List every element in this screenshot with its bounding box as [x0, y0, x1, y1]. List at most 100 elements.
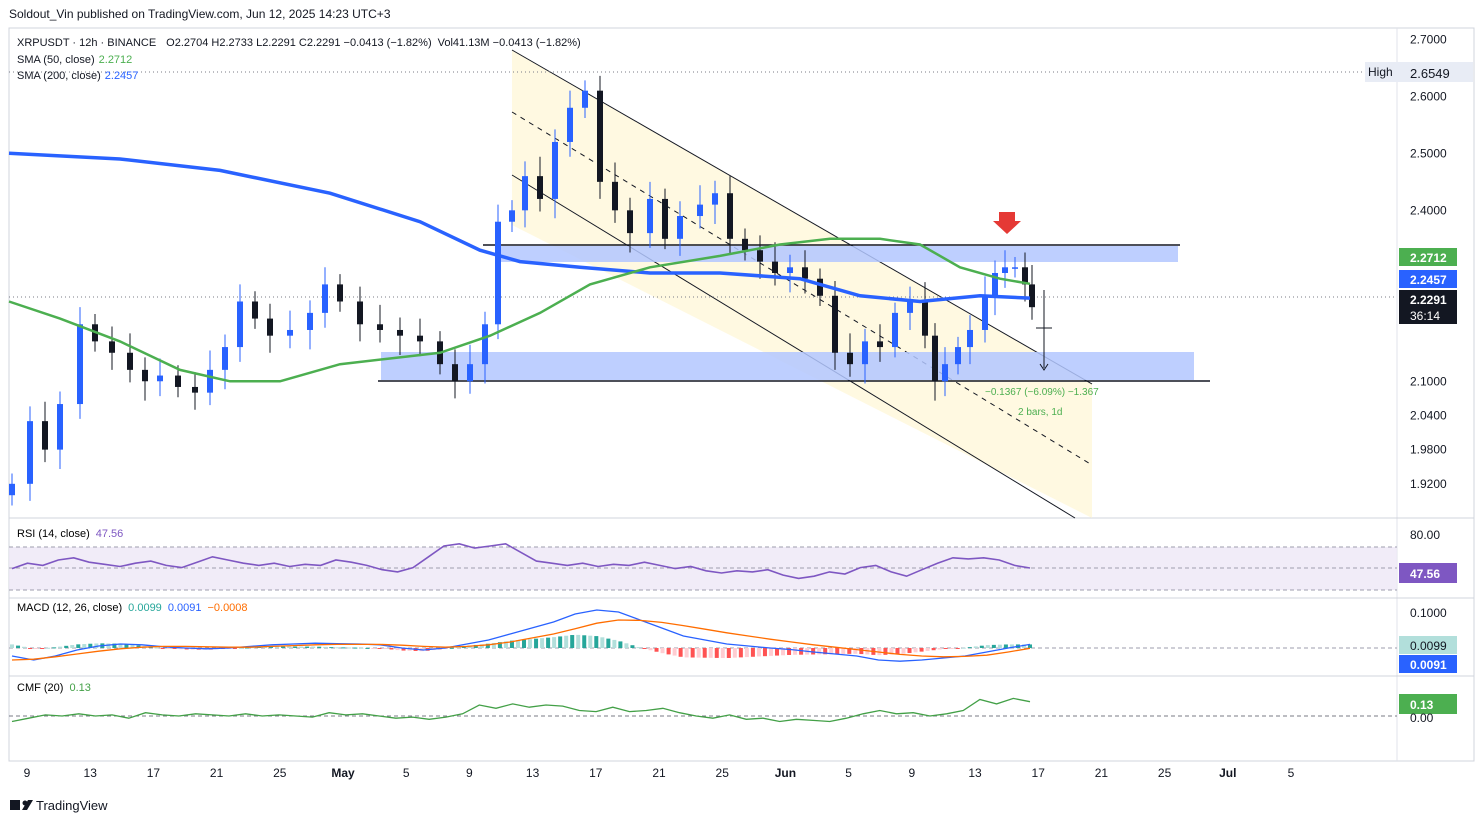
candle-body [662, 198, 668, 239]
macd-hist-bar [630, 645, 635, 648]
price-tick-label: 1.9200 [1410, 477, 1447, 491]
cmf-value: 0.13 [1410, 698, 1434, 712]
macd-hist-bar [172, 648, 177, 649]
time-tick-label: 21 [210, 766, 224, 780]
legend-symbol: XRPUSDT · 12h · BINANCE O2.2704 H2.2733 L… [17, 37, 581, 49]
macd-line[interactable] [11, 609, 1031, 662]
channel-lower-line[interactable] [511, 174, 1076, 519]
macd-hist-bar [76, 644, 81, 648]
macd-hist-bar [762, 648, 767, 657]
time-tick-label: 25 [1158, 766, 1172, 780]
macd-hist-bar [660, 648, 665, 654]
price-axis[interactable]: 2.7000 2.6000 2.5000 2.4000 2.1000 2.0400 1.98… [1410, 32, 1447, 490]
signal-line[interactable] [11, 619, 1031, 661]
macd-hist-bar [88, 643, 93, 648]
macd-hist-bar [612, 639, 617, 648]
macd-hist-bar [775, 648, 780, 656]
candle-body [597, 90, 603, 182]
macd-hist-bar [491, 642, 496, 648]
macd-hist-bar [835, 648, 840, 655]
support-zone[interactable] [381, 352, 1194, 380]
macd-hist-bar [540, 638, 545, 648]
macd-hist-bar [46, 647, 51, 649]
macd-hist-bar [907, 648, 912, 654]
macd-hist-bar [756, 648, 761, 657]
candle-body [377, 324, 383, 330]
candle-body [157, 375, 163, 382]
macd-hist-bar [672, 648, 677, 656]
time-tick-label: 13 [84, 766, 98, 780]
macd-hist-bar [666, 648, 671, 655]
legend-sma50: SMA (50, close) 2.2712 [17, 54, 132, 66]
macd-hist-bar [40, 648, 45, 649]
macd-hist-bar [534, 638, 539, 648]
time-tick-label: 17 [589, 766, 603, 780]
candle-body [1012, 267, 1018, 269]
rsi-line[interactable] [11, 542, 1031, 580]
macd-hist-bar [750, 648, 755, 657]
candle-body [612, 181, 618, 211]
macd-value: 0.0091 [1410, 658, 1447, 672]
price-tick-label: 2.6000 [1410, 89, 1447, 103]
macd-value-tag [1399, 655, 1457, 673]
sma200-line[interactable] [8, 151, 1031, 304]
tradingview-logo-slash [22, 800, 33, 810]
rsi-value-tag [1399, 563, 1457, 583]
macd-hist-bar [949, 648, 954, 649]
macd-hist-bar [1009, 644, 1014, 648]
channel-upper-line[interactable] [511, 49, 1093, 385]
candle-body [1022, 267, 1028, 285]
rsi-axis-tick: 80.00 [1410, 528, 1440, 542]
macd-hist-bar [853, 648, 858, 654]
macd-hist-bar [979, 645, 984, 648]
measure-label-range: −0.1367 (−6.09%) −1.367 [985, 387, 1099, 398]
macd-hist-bar [287, 646, 292, 648]
resistance-zone[interactable] [498, 246, 1178, 262]
time-axis[interactable]: 9 13 17 21 25 May 5 9 13 17 21 25 Jun 5 9 13 17 21 25 Jul 5 [24, 766, 1295, 780]
macd-hist-bar [817, 648, 822, 655]
macd-hist-bar [624, 643, 629, 648]
macd-hist-bar [714, 648, 719, 658]
macd-hist-bar [708, 648, 713, 658]
macd-hist-bar [702, 648, 707, 658]
candle-body [142, 369, 148, 382]
candle-body [175, 375, 181, 387]
macd-hist-bar [305, 646, 310, 648]
candle-body [337, 284, 343, 302]
macd-hist-bar [588, 635, 593, 648]
last-price-tag [1399, 290, 1457, 324]
channel-mid-line[interactable] [511, 111, 1093, 466]
time-tick-label: May [331, 766, 355, 780]
macd-hist-bar [401, 648, 406, 651]
macd-hist-bar [130, 644, 135, 648]
macd-hist-bar [582, 635, 587, 648]
sma50-line[interactable] [8, 237, 1031, 383]
down-arrow-icon [993, 212, 1021, 234]
time-tick-label: 5 [845, 766, 852, 780]
macd-hist-bar [377, 648, 382, 649]
price-tick-label: 1.9800 [1410, 443, 1447, 457]
macd-hist-bar [94, 643, 99, 648]
macd-hist-bar [58, 646, 63, 648]
macd-hist-bar [522, 639, 527, 648]
macd-hist-bar [696, 648, 701, 658]
price-range-measure[interactable] [1036, 290, 1052, 371]
candle-body [467, 364, 473, 382]
time-tick-label: 13 [526, 766, 540, 780]
candle-body [922, 301, 928, 336]
time-tick-label: 17 [1032, 766, 1046, 780]
macd-hist-bar [166, 648, 171, 649]
cmf-line[interactable] [11, 697, 1031, 723]
macd-hist-bar [564, 635, 569, 648]
candle-body [192, 386, 198, 393]
candle-body [509, 210, 515, 222]
measure-label-bars: 2 bars, 1d [1018, 407, 1062, 418]
macd-hist-bar [244, 647, 249, 649]
time-tick-label: 21 [652, 766, 666, 780]
high-value: 2.6549 [1410, 66, 1450, 81]
time-tick-label: 5 [1288, 766, 1295, 780]
macd-hist-bar [720, 648, 725, 659]
macd-hist-bar [70, 645, 75, 648]
